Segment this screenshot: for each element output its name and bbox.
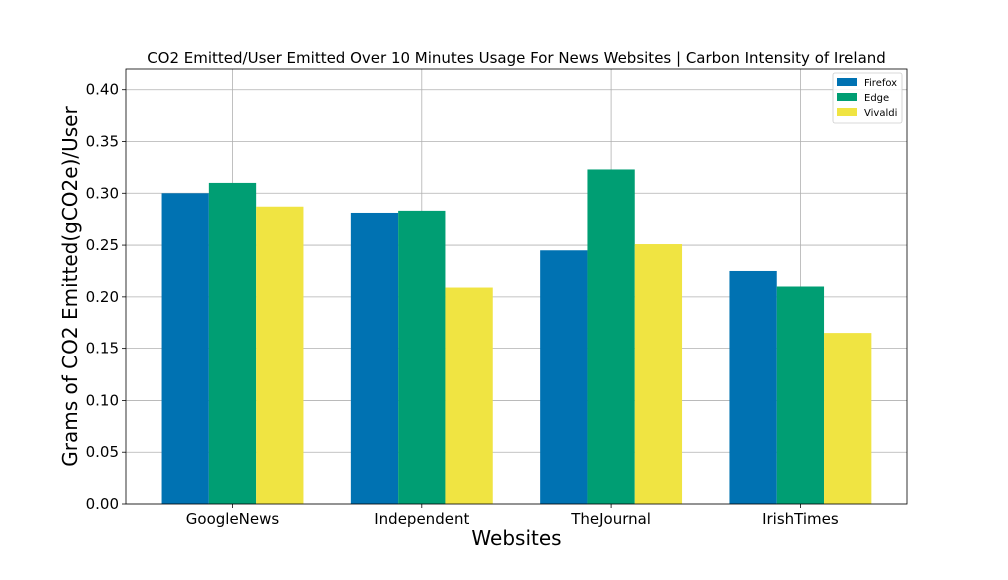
bar-vivaldi-irishtimes [824,333,872,504]
y-axis-title: Grams of CO2 Emitted(gCO2e)/User [58,106,82,467]
y-tick-label: 0.05 [86,443,119,461]
y-tick-label: 0.00 [86,495,119,513]
bar-edge-thejournal [587,169,635,504]
bar-vivaldi-independent [445,287,493,504]
y-tick-label: 0.15 [86,340,119,358]
x-tick-label: GoogleNews [186,510,280,528]
bar-edge-independent [398,210,446,504]
y-tick-label: 0.35 [86,133,119,151]
x-axis-title: Websites [471,526,561,550]
chart-title: CO2 Emitted/User Emitted Over 10 Minutes… [147,49,886,67]
legend-label-vivaldi: Vivaldi [864,108,897,119]
plot-frame [125,68,908,505]
bar-firefox-googlenews [161,193,209,505]
y-tick-label: 0.30 [86,184,119,202]
bar-vivaldi-thejournal [634,244,683,505]
bar-edge-irishtimes [776,286,825,504]
bar-firefox-thejournal [540,250,588,504]
y-tick-label: 0.10 [86,391,119,409]
x-tick-label: IrishTimes [762,510,839,528]
bar-vivaldi-googlenews [256,206,304,504]
bar-firefox-irishtimes [729,270,777,504]
legend-swatch-edge [837,93,857,101]
legend-swatch-vivaldi [837,108,857,116]
y-tick-label: 0.40 [86,81,119,99]
y-tick-label: 0.25 [86,236,119,254]
legend-swatch-firefox [837,78,857,86]
x-tick-label: Independent [374,510,469,528]
x-tick-label: TheJournal [570,510,651,528]
legend-label-edge: Edge [864,93,889,104]
legend-label-firefox: Firefox [864,78,897,89]
bar-firefox-independent [350,212,399,504]
bar-edge-googlenews [208,182,257,504]
ticks: 0.00 0.05 0.10 0.15 0.20 0.25 0.30 0.35 0.40 Goog… [86,81,839,528]
y-tick-label: 0.20 [86,288,119,306]
bars [161,169,872,505]
legend: Firefox Edge Vivaldi [832,72,903,124]
